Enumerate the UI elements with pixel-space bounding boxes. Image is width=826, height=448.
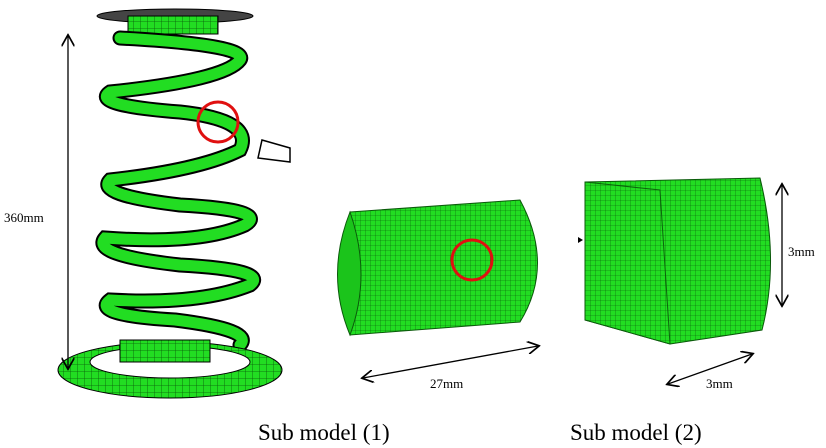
pointer (578, 237, 583, 243)
dimension-label: 27mm (430, 376, 463, 391)
dimension-label: 3mm (706, 376, 733, 391)
sub-model-1 (338, 200, 538, 335)
caption: Sub model (2) (570, 420, 702, 445)
dimension-label: 360mm (4, 210, 44, 225)
dimension-arrow (363, 346, 538, 378)
caption: Sub model (1) (258, 420, 390, 445)
spring-model (58, 9, 290, 398)
diagram: 360mm 27mm 3mm 3mm Sub model (1) Sub mod… (0, 0, 826, 448)
dimension-label: 3mm (788, 244, 815, 259)
sub-model-2 (585, 178, 771, 344)
